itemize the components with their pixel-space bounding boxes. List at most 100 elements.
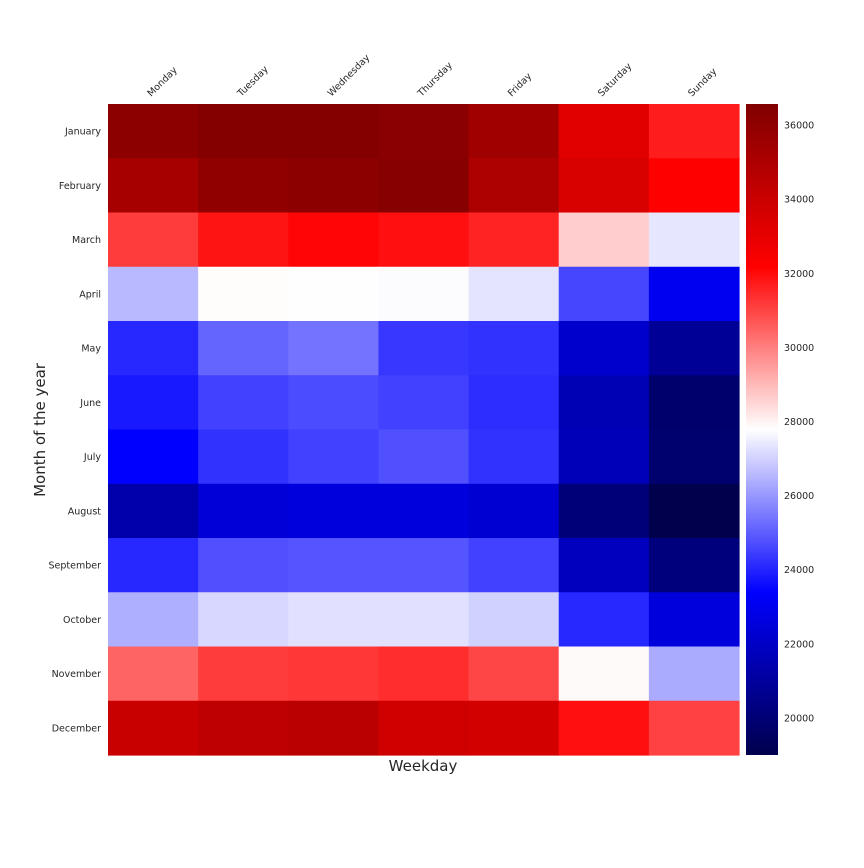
colorbar-tick-label: 24000 xyxy=(784,565,814,576)
heatmap-cell xyxy=(378,104,470,159)
heatmap-cell xyxy=(648,266,740,322)
heatmap-cell xyxy=(288,321,380,376)
colorbar-tick-label: 26000 xyxy=(784,491,814,502)
heatmap-cell xyxy=(108,700,199,756)
heatmap-cell xyxy=(108,321,199,376)
y-tick-label: November xyxy=(52,669,102,680)
heatmap-cell xyxy=(648,321,740,376)
heatmap-cell xyxy=(648,212,740,268)
heatmap-cell xyxy=(468,321,560,376)
colorbar-tick-label: 20000 xyxy=(784,713,814,724)
heatmap-cell xyxy=(378,483,470,539)
heatmap-cell xyxy=(108,429,199,485)
y-tick-labels: January February March April May June July Augu… xyxy=(48,127,101,735)
heatmap-cell xyxy=(108,375,199,431)
heatmap-cell xyxy=(108,104,199,159)
heatmap-cell xyxy=(108,266,199,322)
y-tick-label: October xyxy=(63,615,101,626)
heatmap-cell xyxy=(378,266,470,322)
heatmap-cell xyxy=(378,646,470,702)
heatmap-cell xyxy=(288,375,380,431)
heatmap-cell xyxy=(288,700,380,756)
colorbar xyxy=(746,104,778,755)
heatmap-cell xyxy=(198,429,289,485)
heatmap-cell xyxy=(108,538,199,593)
heatmap-cell xyxy=(378,592,470,648)
heatmap-cell xyxy=(108,212,199,268)
heatmap-cell xyxy=(198,321,289,376)
heatmap-cell xyxy=(288,538,380,593)
heatmap-cell xyxy=(558,429,650,485)
heatmap-cell xyxy=(378,321,470,376)
y-tick-label: June xyxy=(79,398,101,409)
heatmap-cell xyxy=(648,158,740,214)
heatmap-cell xyxy=(558,266,650,322)
heatmap-cell xyxy=(378,700,470,756)
heatmap-cell xyxy=(468,700,560,756)
x-axis-label: Weekday xyxy=(389,757,458,775)
heatmap-cell xyxy=(288,158,380,214)
colorbar-tick-label: 36000 xyxy=(784,121,814,132)
heatmap-cell xyxy=(198,646,289,702)
y-tick-label: May xyxy=(81,344,101,355)
heatmap-cell xyxy=(378,538,470,593)
colorbar-tick-label: 30000 xyxy=(784,343,814,354)
x-tick-label: Thursday xyxy=(415,60,455,100)
heatmap-cells xyxy=(108,104,740,756)
colorbar-tick-label: 32000 xyxy=(784,269,814,280)
heatmap-cell xyxy=(198,538,289,593)
heatmap-cell xyxy=(648,104,740,159)
heatmap-cell xyxy=(558,592,650,648)
x-tick-label: Tuesday xyxy=(235,64,271,100)
heatmap-cell xyxy=(558,375,650,431)
heatmap-cell xyxy=(648,429,740,485)
heatmap-cell xyxy=(288,429,380,485)
y-tick-label: March xyxy=(72,235,101,246)
y-tick-label: July xyxy=(83,452,101,463)
heatmap-cell xyxy=(648,483,740,539)
heatmap-cell xyxy=(558,646,650,702)
heatmap-cell xyxy=(468,538,560,593)
heatmap-cell xyxy=(378,375,470,431)
heatmap-cell xyxy=(468,158,560,214)
heatmap-cell xyxy=(468,104,560,159)
heatmap-cell xyxy=(198,104,289,159)
x-tick-label: Sunday xyxy=(686,66,719,99)
x-tick-label: Wednesday xyxy=(326,52,373,99)
heatmap-cell xyxy=(468,429,560,485)
heatmap-cell xyxy=(198,158,289,214)
heatmap-cell xyxy=(468,266,560,322)
heatmap-cell xyxy=(648,375,740,431)
heatmap-cell xyxy=(288,646,380,702)
heatmap-cell xyxy=(558,212,650,268)
y-tick-label: April xyxy=(79,289,101,300)
heatmap-cell xyxy=(288,266,380,322)
heatmap-cell xyxy=(558,321,650,376)
heatmap-cell xyxy=(468,646,560,702)
colorbar-tick-labels: 20000 22000 24000 26000 28000 30000 32000 34000… xyxy=(784,121,814,725)
colorbar-tick-label: 34000 xyxy=(784,195,814,206)
y-axis-label: Month of the year xyxy=(31,362,49,497)
heatmap-cell xyxy=(558,700,650,756)
x-tick-label: Saturday xyxy=(596,61,634,99)
heatmap-cell xyxy=(198,700,289,756)
heatmap-cell xyxy=(558,538,650,593)
heatmap-cell xyxy=(198,212,289,268)
heatmap-cell xyxy=(558,483,650,539)
heatmap-cell xyxy=(648,538,740,593)
y-tick-label: August xyxy=(68,506,102,517)
heatmap-cell xyxy=(288,212,380,268)
heatmap-cell xyxy=(378,158,470,214)
colorbar-tick-label: 28000 xyxy=(784,417,814,428)
y-tick-label: September xyxy=(48,561,101,572)
heatmap-cell xyxy=(108,646,199,702)
heatmap-cell xyxy=(648,700,740,756)
heatmap-cell xyxy=(288,483,380,539)
heatmap-cell xyxy=(468,212,560,268)
heatmap-cell xyxy=(108,592,199,648)
heatmap-cell xyxy=(198,266,289,322)
x-tick-labels: Monday Tuesday Wednesday Thursday Friday Satu… xyxy=(145,52,719,100)
x-tick-label: Monday xyxy=(145,65,180,100)
heatmap-cell xyxy=(108,483,199,539)
colorbar-tick-label: 22000 xyxy=(784,639,814,650)
